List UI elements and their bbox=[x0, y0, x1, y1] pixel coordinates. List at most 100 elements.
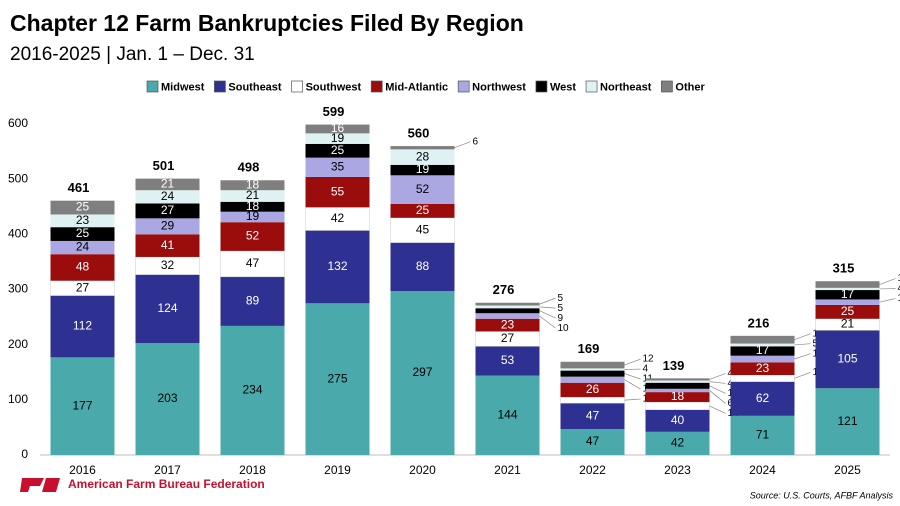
bar-segment bbox=[390, 146, 455, 150]
legend-swatch bbox=[535, 80, 548, 93]
bar-segment bbox=[220, 250, 285, 278]
data-label: 21 bbox=[841, 317, 855, 331]
data-label: 9 bbox=[558, 313, 564, 324]
data-label: 297 bbox=[412, 365, 432, 379]
bar-segment bbox=[50, 357, 115, 455]
bar-segment bbox=[560, 403, 625, 430]
data-label: 26 bbox=[586, 382, 600, 396]
bar-segment bbox=[475, 308, 540, 314]
bar-segment bbox=[135, 178, 200, 191]
bar-segment bbox=[390, 164, 455, 176]
total-label: 501 bbox=[153, 158, 175, 173]
leader-line bbox=[624, 358, 641, 366]
footer-text: American Farm Bureau Federation bbox=[68, 477, 265, 491]
legend-swatch bbox=[661, 80, 673, 93]
bar-segment bbox=[475, 375, 540, 455]
y-tick-label: 500 bbox=[8, 171, 28, 185]
bar-segment bbox=[50, 254, 115, 281]
bar-segment bbox=[560, 368, 625, 371]
bar-segment bbox=[645, 382, 710, 389]
x-tick-label: 2023 bbox=[664, 463, 691, 477]
data-label: 24 bbox=[161, 189, 175, 203]
data-label: 19 bbox=[246, 209, 260, 223]
bar-segment bbox=[50, 295, 115, 358]
chart-subtitle: 2016-2025 | Jan. 1 – Dec. 31 bbox=[10, 44, 255, 65]
bar-segment bbox=[730, 343, 795, 347]
x-tick-label: 2025 bbox=[834, 463, 861, 477]
leader-line bbox=[539, 315, 556, 329]
data-label: 35 bbox=[331, 159, 345, 173]
chart-title: Chapter 12 Farm Bankruptcies Filed By Re… bbox=[10, 10, 524, 36]
legend-swatch bbox=[291, 80, 303, 93]
bar-segment bbox=[645, 388, 710, 393]
data-label: 27 bbox=[161, 203, 175, 217]
y-tick-label: 400 bbox=[8, 227, 28, 241]
bar-segment bbox=[135, 234, 200, 257]
legend-label: Mid-Atlantic bbox=[385, 81, 448, 93]
leader-line bbox=[539, 310, 556, 319]
legend-swatch bbox=[146, 80, 159, 93]
data-label: 10 bbox=[558, 323, 570, 334]
data-label: 47 bbox=[586, 434, 600, 448]
bar-segment bbox=[390, 149, 455, 165]
bar-segment bbox=[135, 274, 200, 344]
total-label: 461 bbox=[68, 180, 90, 195]
bar-segment bbox=[815, 318, 880, 331]
leader-line bbox=[709, 390, 726, 404]
legend-swatch bbox=[214, 80, 226, 93]
bar-segment bbox=[645, 380, 710, 383]
data-label: 5 bbox=[558, 303, 564, 314]
bar-segment bbox=[815, 290, 880, 300]
bar-segment bbox=[220, 222, 285, 251]
y-tick-label: 200 bbox=[8, 337, 28, 351]
legend-swatch bbox=[585, 80, 598, 93]
bar-segment bbox=[645, 378, 710, 381]
data-label: 4 bbox=[643, 364, 649, 375]
x-tick-label: 2019 bbox=[324, 463, 351, 477]
data-label: 132 bbox=[327, 259, 347, 273]
bar-segment bbox=[730, 415, 795, 455]
data-label: 52 bbox=[416, 182, 430, 196]
bar-segment bbox=[475, 305, 540, 309]
leader-line bbox=[794, 333, 811, 341]
bar-segment bbox=[135, 203, 200, 219]
bar-segment bbox=[815, 281, 880, 288]
bar-segment bbox=[220, 180, 285, 191]
data-label: 45 bbox=[416, 222, 430, 236]
data-label: 32 bbox=[161, 258, 175, 272]
data-label: 88 bbox=[416, 259, 430, 273]
bar-segment bbox=[390, 291, 455, 455]
x-tick-label: 2018 bbox=[239, 463, 266, 477]
bar-segment bbox=[390, 175, 455, 204]
leader-line bbox=[709, 385, 726, 394]
data-label: 27 bbox=[76, 280, 90, 294]
leader-line bbox=[879, 278, 896, 285]
logo bbox=[20, 478, 60, 492]
bar-segment bbox=[475, 346, 540, 376]
data-label: 27 bbox=[501, 331, 515, 345]
data-label: 6 bbox=[473, 136, 479, 147]
data-label: 23 bbox=[501, 317, 515, 331]
bar-segment bbox=[560, 382, 625, 398]
data-label: 25 bbox=[416, 203, 430, 217]
data-label: 177 bbox=[72, 398, 92, 412]
y-tick-label: 300 bbox=[8, 282, 28, 296]
x-tick-label: 2017 bbox=[154, 463, 181, 477]
bar-segment bbox=[220, 201, 285, 212]
bar-segment bbox=[815, 287, 880, 291]
leader-line bbox=[794, 343, 811, 346]
data-label: 10 bbox=[898, 293, 900, 304]
bar-segment bbox=[50, 240, 115, 255]
data-label: 21 bbox=[246, 188, 260, 202]
source-text: Source: U.S. Courts, AFBF Analysis bbox=[750, 490, 894, 500]
leader-line bbox=[454, 141, 471, 149]
leader-line bbox=[709, 381, 726, 384]
bar-segment bbox=[730, 346, 795, 356]
bar-segment bbox=[815, 388, 880, 455]
legend-label: Midwest bbox=[161, 81, 205, 93]
data-label: 42 bbox=[671, 436, 685, 450]
data-label: 52 bbox=[246, 229, 260, 243]
data-label: 18 bbox=[246, 199, 260, 213]
data-label: 18 bbox=[671, 389, 685, 403]
leader-line bbox=[624, 398, 641, 401]
